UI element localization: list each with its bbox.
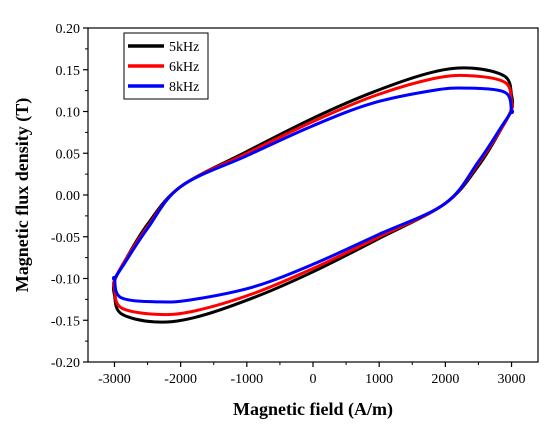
y-tick-label: 0.05 [56,147,81,162]
x-tick-label: -1000 [230,372,263,387]
y-tick-label: 0.15 [56,64,81,79]
y-axis-title: Magnetic flux density (T) [12,98,33,292]
y-tick-label: 0.10 [56,106,81,121]
x-tick-label: 1000 [365,372,393,387]
series-line-8kHz [111,86,515,304]
series-line-5kHz [111,66,515,324]
x-tick-label: 0 [310,372,317,387]
y-tick-label: 0.20 [56,22,81,37]
legend: 5kHz 6kHz 8kHz [123,32,209,100]
y-tick-label: -0.10 [51,273,80,288]
x-tick-label: 3000 [498,372,526,387]
y-tick-label: -0.05 [51,231,80,246]
legend-label: 5kHz [169,40,199,55]
plot-lines [111,66,515,324]
y-tick-label: -0.20 [51,356,80,371]
legend-label: 8kHz [169,80,199,95]
x-tick-label: 2000 [431,372,459,387]
series-line-6kHz [111,73,515,317]
x-tick-label: -3000 [98,372,131,387]
y-tick-label: -0.15 [51,314,80,329]
axis-ticks [83,27,513,367]
y-tick-label: 0.00 [56,189,81,204]
legend-label: 6kHz [169,60,199,75]
x-tick-label: -2000 [164,372,197,387]
x-axis-title: Magnetic field (A/m) [233,399,393,420]
axis-tick-labels: -3000 -2000 -1000 0 1000 2000 3000 -0.20 -0.15 -0… [51,22,526,387]
